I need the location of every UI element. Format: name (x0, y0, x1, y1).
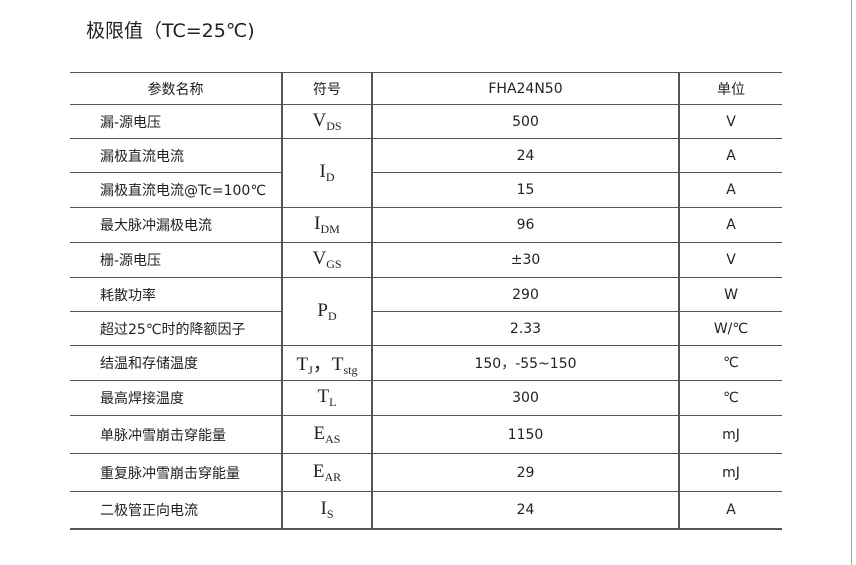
header-unit: 单位 (678, 72, 782, 105)
symbol-cell: VGS (281, 242, 372, 278)
value-cell: 1150 (371, 415, 679, 454)
param-cell: 耗散功率 (70, 277, 282, 312)
unit-cell: A (678, 491, 782, 530)
value-cell: ±30 (371, 242, 679, 278)
section-title: 极限值（TC=25℃) (86, 20, 255, 42)
value-cell: 2.33 (371, 311, 679, 346)
unit-cell: ℃ (678, 345, 782, 381)
table-row: 漏极直流电流@Tc=100℃ 15 A (70, 172, 782, 208)
value-cell: 24 (371, 138, 679, 173)
table-row: 漏-源电压 VDS 500 V (70, 104, 782, 139)
page-edge (851, 0, 852, 565)
symbol-text: I (314, 213, 321, 234)
value-cell: 24 (371, 491, 679, 530)
symbol-text: I (320, 497, 327, 519)
param-cell: 最高焊接温度 (70, 380, 282, 416)
symbol-cell: IDM (281, 207, 372, 243)
value-cell: 500 (371, 104, 679, 139)
symbol-subscript: DM (320, 222, 340, 236)
symbol-text: E (312, 460, 325, 482)
table-header-row: 参数名称 符号 FHA24N50 单位 (70, 72, 782, 105)
value-cell: 290 (371, 277, 679, 312)
table-row: 耗散功率 PD 290 W (70, 277, 782, 346)
param-cell: 重复脉冲雪崩击穿能量 (70, 453, 282, 492)
param-cell: 二极管正向电流 (70, 491, 282, 530)
symbol-subscript: J (308, 362, 313, 377)
absolute-maximum-ratings-table: 参数名称 符号 FHA24N50 单位 漏-源电压 VDS 500 V 漏极直流电流 ID… (70, 72, 782, 530)
header-param: 参数名称 (70, 72, 282, 105)
symbol-cell: EAS (281, 415, 372, 454)
param-cell: 结温和存储温度 (70, 345, 282, 381)
table-row: 二极管正向电流 IS 24 A (70, 491, 782, 530)
unit-cell: mJ (678, 453, 782, 492)
symbol-subscript: D (327, 308, 337, 323)
param-cell: 最大脉冲漏极电流 (70, 207, 282, 243)
unit-cell: W (678, 277, 782, 312)
param-cell: 单脉冲雪崩击穿能量 (70, 415, 282, 454)
value-cell: 96 (371, 207, 679, 243)
symbol-subscript: AS (325, 431, 341, 446)
table-row: 重复脉冲雪崩击穿能量 EAR 29 mJ (70, 453, 782, 492)
symbol-text: V (312, 248, 327, 269)
header-value: FHA24N50 (371, 72, 679, 105)
table-row: 漏极直流电流 ID 24 A (70, 138, 782, 208)
symbol-cell: PD (281, 277, 372, 346)
symbol-cell: ID (281, 138, 372, 208)
param-cell: 超过25℃时的降额因子 (70, 311, 282, 346)
unit-cell: A (678, 138, 782, 173)
param-cell: 漏极直流电流 (70, 138, 282, 173)
symbol-subscript: DS (326, 118, 342, 133)
unit-cell: V (678, 242, 782, 278)
symbol-cell: TL (281, 380, 372, 416)
symbol-subscript: AR (324, 469, 342, 484)
symbol-text: T (317, 386, 330, 407)
symbol-text: V (312, 109, 327, 131)
symbol-cell: IS (281, 491, 372, 530)
unit-cell: ℃ (678, 380, 782, 416)
table-row: 结温和存储温度 TJ，Tstg 150，-55~150 ℃ (70, 345, 782, 381)
value-cell: 15 (371, 172, 679, 208)
param-cell: 栅-源电压 (70, 242, 282, 278)
value-cell: 300 (371, 380, 679, 416)
value-cell: 29 (371, 453, 679, 492)
symbol-subscript: D (325, 170, 335, 184)
symbol-text: P (317, 299, 328, 321)
table-row: 超过25℃时的降额因子 2.33 W/℃ (70, 311, 782, 346)
symbol-cell: EAR (281, 453, 372, 492)
unit-cell: A (678, 172, 782, 208)
symbol-subscript: S (326, 506, 334, 521)
value-cell: 150，-55~150 (371, 345, 679, 381)
symbol-text: ，T (312, 353, 344, 375)
unit-cell: A (678, 207, 782, 243)
symbol-subscript: GS (326, 257, 342, 271)
unit-cell: V (678, 104, 782, 139)
symbol-subscript: L (329, 395, 337, 409)
table-row: 最大脉冲漏极电流 IDM 96 A (70, 207, 782, 243)
symbol-text: E (313, 422, 326, 444)
param-cell: 漏-源电压 (70, 104, 282, 139)
header-symbol: 符号 (281, 72, 372, 105)
unit-cell: mJ (678, 415, 782, 454)
param-cell: 漏极直流电流@Tc=100℃ (70, 172, 282, 208)
symbol-cell: TJ，Tstg (281, 345, 372, 381)
table-row: 单脉冲雪崩击穿能量 EAS 1150 mJ (70, 415, 782, 454)
symbol-cell: VDS (281, 104, 372, 139)
symbol-text: I (319, 161, 326, 182)
table-row: 栅-源电压 VGS ±30 V (70, 242, 782, 278)
symbol-text: T (296, 353, 309, 375)
table-row: 最高焊接温度 TL 300 ℃ (70, 380, 782, 416)
unit-cell: W/℃ (678, 311, 782, 346)
symbol-subscript: stg (343, 362, 358, 377)
